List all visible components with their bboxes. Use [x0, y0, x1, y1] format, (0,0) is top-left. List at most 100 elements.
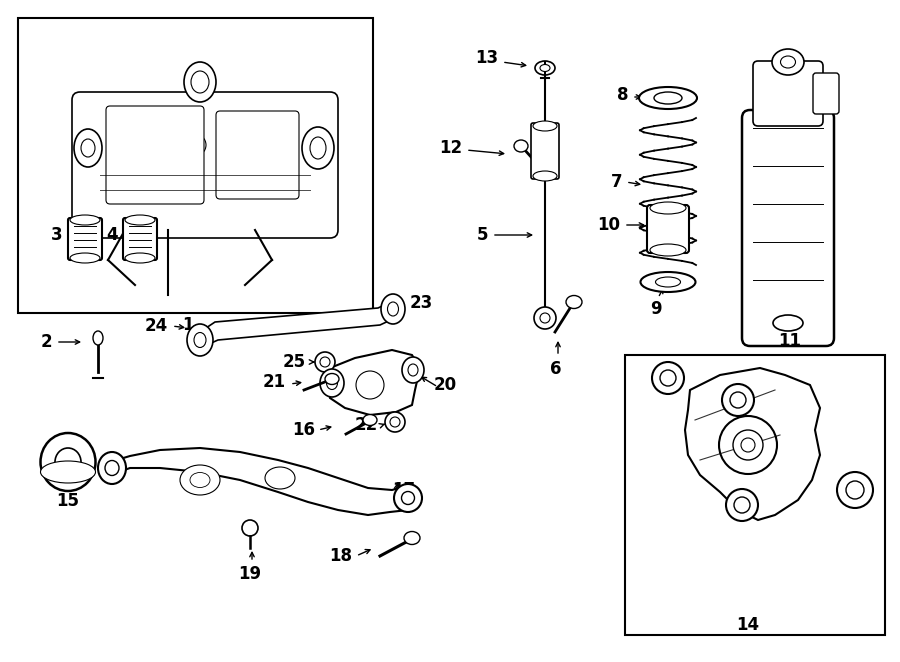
FancyBboxPatch shape: [106, 106, 204, 204]
Ellipse shape: [388, 302, 399, 316]
Ellipse shape: [40, 461, 95, 483]
Text: 11: 11: [778, 332, 802, 350]
Bar: [18, 18, 373, 313]
Ellipse shape: [535, 61, 555, 75]
Text: 2: 2: [40, 333, 52, 351]
Text: 20: 20: [434, 376, 457, 394]
Ellipse shape: [40, 433, 95, 491]
Ellipse shape: [660, 370, 676, 386]
Ellipse shape: [194, 332, 206, 348]
Ellipse shape: [74, 129, 102, 167]
Text: 21: 21: [263, 373, 286, 391]
Ellipse shape: [837, 472, 873, 508]
Ellipse shape: [404, 532, 420, 545]
Ellipse shape: [650, 202, 686, 214]
Text: 9: 9: [650, 300, 662, 318]
Ellipse shape: [533, 171, 557, 181]
Ellipse shape: [385, 412, 405, 432]
Ellipse shape: [726, 489, 758, 521]
Text: 13: 13: [475, 49, 498, 67]
Ellipse shape: [310, 137, 326, 159]
Ellipse shape: [320, 357, 330, 367]
Text: 23: 23: [410, 294, 433, 312]
Text: 18: 18: [329, 547, 352, 565]
FancyBboxPatch shape: [531, 123, 559, 179]
Ellipse shape: [320, 369, 344, 397]
Ellipse shape: [265, 467, 295, 489]
FancyBboxPatch shape: [753, 61, 823, 126]
Text: 25: 25: [283, 353, 306, 371]
Ellipse shape: [381, 294, 405, 324]
Ellipse shape: [722, 384, 754, 416]
Ellipse shape: [540, 64, 550, 71]
Ellipse shape: [190, 473, 210, 487]
Ellipse shape: [184, 134, 206, 156]
Ellipse shape: [93, 331, 103, 345]
FancyBboxPatch shape: [216, 111, 299, 199]
Ellipse shape: [356, 371, 384, 399]
Ellipse shape: [534, 307, 556, 329]
Polygon shape: [200, 300, 395, 348]
Ellipse shape: [514, 140, 528, 152]
Ellipse shape: [654, 92, 682, 104]
Ellipse shape: [224, 142, 242, 162]
FancyBboxPatch shape: [742, 110, 834, 346]
Text: 4: 4: [106, 226, 118, 244]
Ellipse shape: [540, 313, 550, 323]
Ellipse shape: [408, 364, 418, 376]
Ellipse shape: [145, 144, 165, 166]
Ellipse shape: [772, 49, 804, 75]
FancyBboxPatch shape: [68, 218, 102, 260]
Ellipse shape: [390, 417, 400, 427]
Ellipse shape: [773, 315, 803, 331]
Text: 24: 24: [145, 317, 168, 335]
Ellipse shape: [180, 465, 220, 495]
Text: 10: 10: [597, 216, 620, 234]
Ellipse shape: [325, 373, 339, 385]
Ellipse shape: [125, 215, 155, 225]
Ellipse shape: [639, 87, 697, 109]
Ellipse shape: [733, 430, 763, 460]
Ellipse shape: [105, 461, 119, 475]
Ellipse shape: [566, 295, 582, 308]
Ellipse shape: [70, 253, 100, 263]
Text: 19: 19: [238, 565, 262, 583]
Text: 7: 7: [610, 173, 622, 191]
Text: 17: 17: [392, 481, 415, 499]
Text: 15: 15: [57, 492, 79, 510]
FancyBboxPatch shape: [647, 205, 689, 253]
Ellipse shape: [187, 324, 213, 356]
Ellipse shape: [125, 253, 155, 263]
Ellipse shape: [741, 438, 755, 452]
Text: 8: 8: [616, 86, 628, 104]
Ellipse shape: [655, 277, 680, 287]
Ellipse shape: [734, 497, 750, 513]
FancyBboxPatch shape: [72, 92, 338, 238]
Ellipse shape: [363, 414, 377, 426]
Ellipse shape: [327, 377, 338, 389]
FancyBboxPatch shape: [123, 218, 157, 260]
Ellipse shape: [730, 392, 746, 408]
Polygon shape: [685, 368, 820, 520]
Ellipse shape: [402, 357, 424, 383]
Ellipse shape: [98, 452, 126, 484]
Ellipse shape: [242, 520, 258, 536]
Ellipse shape: [641, 272, 696, 292]
Text: 14: 14: [736, 616, 760, 634]
Ellipse shape: [70, 215, 100, 225]
Text: 12: 12: [439, 139, 462, 157]
Ellipse shape: [394, 484, 422, 512]
Ellipse shape: [780, 56, 796, 68]
FancyBboxPatch shape: [813, 73, 839, 114]
Ellipse shape: [401, 491, 415, 504]
Text: 22: 22: [355, 416, 378, 434]
Text: 5: 5: [476, 226, 488, 244]
Ellipse shape: [652, 362, 684, 394]
Ellipse shape: [719, 416, 777, 474]
Ellipse shape: [55, 448, 81, 476]
Ellipse shape: [533, 121, 557, 131]
Ellipse shape: [846, 481, 864, 499]
Ellipse shape: [315, 352, 335, 372]
Ellipse shape: [81, 139, 95, 157]
Text: 3: 3: [50, 226, 62, 244]
